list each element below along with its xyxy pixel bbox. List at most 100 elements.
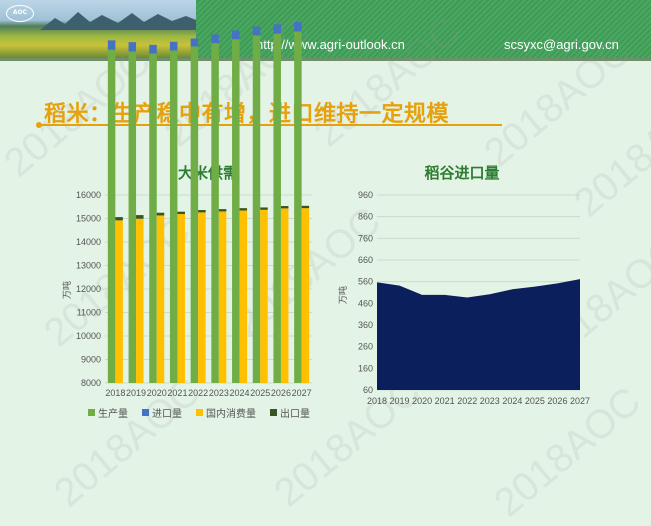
bar-production: [128, 51, 137, 383]
x-tick-label: 2022: [188, 388, 208, 398]
chart-title: 大米供需: [178, 164, 238, 182]
legend-label: 出口量: [280, 407, 310, 420]
y-tick-label: 8000: [81, 378, 101, 388]
y-tick-label: 560: [358, 277, 373, 287]
bar-export: [280, 206, 289, 209]
bar-consumption: [301, 208, 310, 383]
x-tick-label: 2025: [250, 388, 270, 398]
legend-swatch: [196, 409, 203, 416]
y-tick-label: 760: [358, 233, 373, 243]
bar-production: [211, 43, 219, 383]
y-tick-label: 13000: [76, 261, 101, 271]
bar-consumption: [156, 215, 165, 383]
y-tick-label: 160: [358, 363, 373, 373]
x-tick-label: 2026: [547, 396, 567, 406]
bar-consumption: [280, 208, 289, 383]
bar-import: [211, 34, 219, 44]
x-tick-label: 2023: [480, 396, 500, 406]
x-tick-label: 2027: [292, 388, 312, 398]
x-tick-label: 2023: [209, 388, 229, 398]
y-tick-label: 360: [358, 320, 373, 330]
x-tick-label: 2020: [412, 396, 432, 406]
bar-export: [260, 207, 268, 210]
bar-import: [169, 41, 178, 51]
x-tick-label: 2024: [502, 396, 522, 406]
x-tick-label: 2020: [147, 388, 167, 398]
x-tick-label: 2019: [126, 388, 146, 398]
bar-production: [273, 33, 281, 384]
bar-consumption: [239, 210, 248, 383]
x-tick-label: 2021: [435, 396, 455, 406]
legend-label: 国内消费量: [206, 407, 256, 420]
bar-export: [301, 205, 310, 209]
bar-export: [198, 210, 206, 213]
landscape-image: AOC: [0, 0, 196, 58]
bar-consumption: [115, 220, 123, 383]
bar-consumption: [260, 209, 268, 383]
y-tick-label: 15000: [76, 214, 101, 224]
aoc-logo: AOC: [6, 5, 34, 22]
x-tick-label: 2021: [167, 388, 187, 398]
charts: 大米供需 8000 9000 10000 11000 12000 13000 14000 150…: [61, 22, 590, 420]
legend-swatch: [142, 409, 149, 416]
bar-import: [294, 22, 302, 32]
bar-import: [190, 38, 199, 47]
bar-consumption: [198, 212, 206, 383]
x-tick-label: 2026: [271, 388, 291, 398]
y-tick-label: 260: [358, 342, 373, 352]
bar-import: [149, 44, 157, 54]
bar-import: [128, 42, 137, 52]
y-tick-label: 9000: [81, 355, 101, 365]
y-tick-label: 16000: [76, 190, 101, 200]
area-series: [377, 279, 580, 390]
website-link[interactable]: http://www.agri-outlook.cn: [256, 37, 405, 52]
y-tick-label: 860: [358, 212, 373, 222]
bar-import: [252, 26, 261, 36]
legend-label: 生产量: [98, 407, 128, 420]
y-tick-label: 660: [358, 255, 373, 265]
bar-production: [294, 31, 302, 383]
header-divider: [0, 58, 651, 61]
x-tick-label: 2025: [525, 396, 545, 406]
bar-production: [107, 49, 116, 384]
bar-export: [136, 215, 144, 219]
legend-label: 进口量: [152, 408, 182, 420]
y-tick-label: 14000: [76, 237, 101, 247]
y-tick-label: 460: [358, 298, 373, 308]
bar-production: [252, 35, 261, 384]
x-tick-label: 2019: [390, 396, 410, 406]
bar-export: [156, 212, 165, 216]
y-axis-label: 万吨: [337, 286, 348, 304]
bar-production: [232, 39, 240, 383]
y-tick-label: 12000: [76, 284, 101, 294]
chart-title: 稻谷进口量: [424, 164, 499, 182]
y-tick-label: 11000: [77, 308, 101, 318]
x-tick-label: 2018: [367, 396, 387, 406]
bar-export: [239, 208, 248, 211]
x-tick-label: 2024: [230, 388, 250, 398]
bar-production: [149, 53, 157, 383]
legend-swatch: [88, 409, 95, 416]
y-tick-label: 60: [363, 385, 373, 395]
bar-import: [273, 24, 281, 34]
bar-consumption: [218, 211, 227, 383]
bar-export: [218, 209, 227, 212]
x-tick-label: 2018: [105, 388, 125, 398]
y-axis-label: 万吨: [61, 281, 72, 299]
bar-consumption: [177, 214, 185, 383]
title-underline: [38, 124, 502, 126]
email-link[interactable]: scsyxc@agri.gov.cn: [504, 37, 619, 52]
x-tick-label: 2022: [457, 396, 477, 406]
mountains-graphic: [40, 12, 196, 30]
bar-consumption: [136, 218, 144, 383]
legend-swatch: [270, 409, 277, 416]
bar-export: [115, 217, 123, 221]
y-tick-label: 10000: [76, 331, 101, 341]
bar-production: [169, 50, 178, 383]
bar-import: [107, 40, 116, 50]
bar-production: [190, 46, 199, 383]
bar-import: [232, 30, 240, 40]
x-tick-label: 2027: [570, 396, 590, 406]
bar-export: [177, 211, 185, 215]
y-tick-label: 960: [358, 190, 373, 200]
